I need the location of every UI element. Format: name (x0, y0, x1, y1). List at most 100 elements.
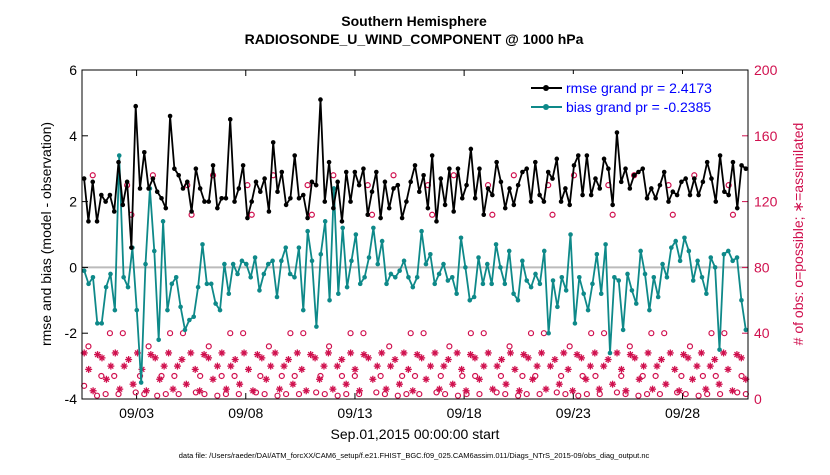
obs-possible-point (652, 372, 659, 380)
x-tick-label: 09/13 (337, 405, 372, 421)
bias-series-point (725, 248, 731, 254)
rmse-series-point (704, 159, 710, 165)
bias-series-point (506, 248, 512, 254)
rmse-series-point (541, 199, 547, 204)
obs-possible-point (441, 390, 449, 398)
obs-assimilated-point (302, 387, 310, 395)
obs-assimilated-point (253, 351, 261, 359)
bias-series-point (397, 268, 402, 273)
obs-possible-point (682, 390, 689, 398)
bias-series-point (226, 291, 232, 297)
obs-assimilated-point (720, 349, 728, 357)
obs-assimilated-point (276, 385, 284, 393)
rmse-series-point (520, 169, 525, 175)
rmse-series-point (408, 179, 414, 185)
bias-series-point (616, 278, 622, 283)
bias-series-point (257, 288, 262, 293)
bias-series-point (252, 255, 258, 260)
obs-possible-point (566, 343, 573, 350)
obs-possible-point (648, 330, 655, 337)
obs-possible-point (600, 330, 608, 337)
bias-series-point (213, 301, 218, 306)
bias-series-point (86, 281, 91, 287)
bias-series-point (182, 327, 188, 333)
obs-assimilated-point (617, 365, 625, 373)
obs-possible-point (562, 390, 569, 398)
obs-possible-point (158, 372, 165, 380)
rmse-series-point (215, 205, 220, 211)
bias-series-point (559, 274, 565, 280)
rmse-series-point (567, 202, 572, 208)
obs-possible-point (201, 390, 208, 398)
obs-assimilated-point (147, 351, 155, 359)
rmse-series-point (352, 169, 358, 175)
bias-series-point (270, 258, 275, 264)
obs-assimilated-point (573, 351, 581, 359)
rmse-series-point (653, 196, 658, 201)
obs-possible-point (527, 330, 535, 337)
obs-assimilated-point (520, 351, 528, 359)
obs-assimilated-point (595, 385, 603, 393)
rmse-series-point (176, 172, 181, 178)
obs-assimilated-point (591, 349, 599, 357)
bias-series-point (410, 284, 416, 290)
rmse-series-point (661, 169, 667, 175)
footnote: data file: /Users/raeder/DAI/ATM_forcXX/… (179, 451, 650, 460)
bias-series-point (116, 153, 122, 158)
y2-tick-label: 120 (754, 194, 778, 210)
rmse-series-point (288, 196, 293, 201)
obs-assimilated-point (604, 356, 612, 364)
obs-possible-point (575, 392, 582, 399)
obs-assimilated-point (546, 362, 554, 370)
rmse-series-point (700, 179, 706, 185)
rmse-series-point (292, 153, 297, 158)
bias-series-point (620, 327, 626, 333)
rmse-series-point (331, 205, 336, 211)
rmse-series-point (554, 156, 560, 162)
y-tick-label: 6 (69, 62, 77, 78)
bias-series-point (581, 291, 586, 297)
obs-assimilated-point (706, 362, 714, 370)
rmse-series-point (709, 176, 714, 181)
bias-series-point (682, 235, 687, 241)
bias-series-point (195, 284, 201, 290)
obs-possible-point (716, 390, 724, 398)
rmse-series-point (455, 166, 461, 171)
obs-assimilated-point (360, 351, 368, 359)
rmse-series-point (515, 182, 521, 188)
obs-possible-point (274, 392, 281, 399)
bias-series-point (248, 274, 253, 280)
rmse-series-point (197, 186, 203, 191)
obs-assimilated-point (85, 365, 93, 373)
obs-possible-point (295, 390, 303, 398)
rmse-series-point (666, 199, 671, 204)
obs-assimilated-point (631, 354, 639, 362)
obs-assimilated-point (316, 375, 324, 383)
rmse-series-point (644, 196, 650, 201)
obs-assimilated-point (675, 387, 683, 395)
rmse-series-point (636, 169, 641, 175)
obs-possible-point (497, 372, 505, 380)
obs-assimilated-point (644, 349, 652, 357)
obs-possible-point (407, 330, 414, 337)
x-axis-label: Sep.01,2015 00:00:00 start (331, 426, 500, 442)
rmse-series-point (533, 159, 538, 165)
bias-series-point (138, 380, 144, 385)
obs-assimilated-point (697, 349, 705, 357)
rmse-series-point (236, 186, 242, 191)
obs-possible-point (592, 372, 599, 380)
x-tick-label: 09/23 (556, 405, 591, 421)
obs-assimilated-point (178, 356, 186, 364)
obs-assimilated-point (293, 349, 301, 357)
rmse-series-point (189, 209, 194, 214)
obs-assimilated-point (560, 349, 568, 357)
bias-series-point (686, 248, 692, 254)
bias-series-point (607, 350, 613, 356)
rmse-series-point (537, 192, 542, 198)
obs-assimilated-point (449, 380, 457, 388)
obs-assimilated-point (387, 362, 395, 370)
rmse-series-point (99, 192, 104, 198)
obs-assimilated-point (640, 362, 648, 370)
y-tick-label: -2 (65, 325, 78, 341)
obs-assimilated-point (373, 362, 381, 370)
